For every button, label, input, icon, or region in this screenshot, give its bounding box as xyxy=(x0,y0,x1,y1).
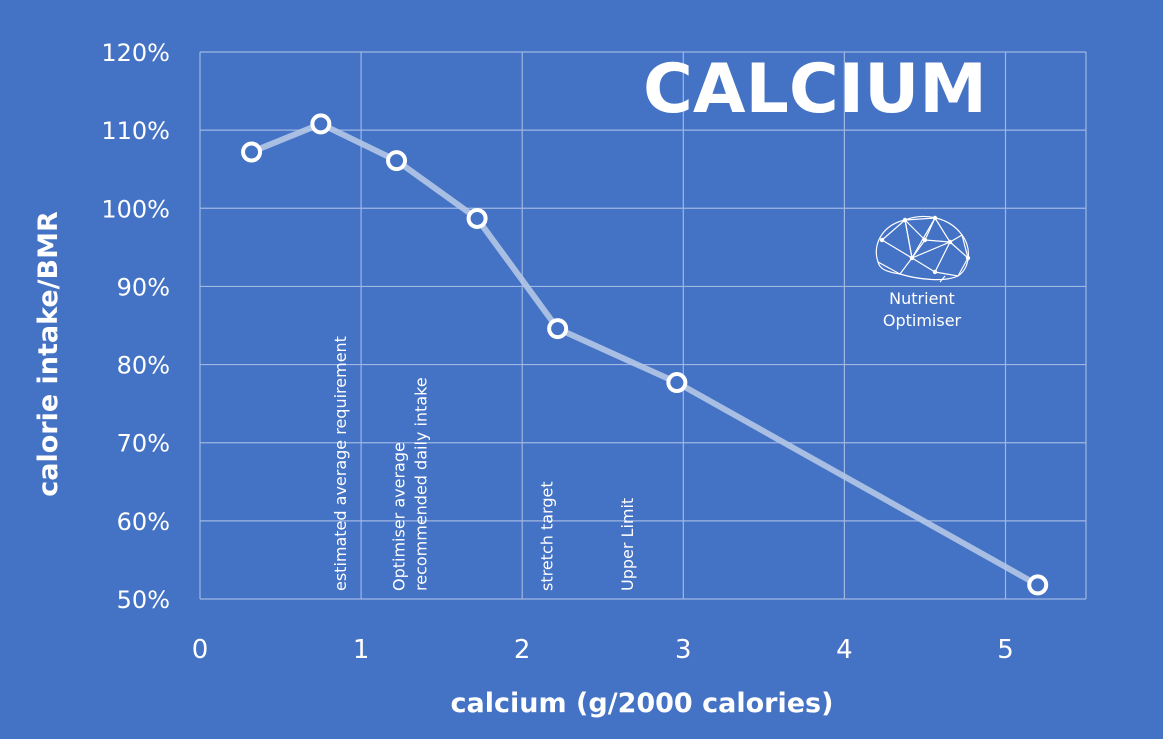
logo: Nutrient Optimiser xyxy=(875,215,971,330)
annotations: estimated average requirement Optimiser a… xyxy=(331,336,637,591)
annotation-label: Upper Limit xyxy=(618,498,637,591)
series xyxy=(241,113,1049,596)
data-point xyxy=(386,150,408,172)
chart-title: CALCIUM xyxy=(643,50,987,129)
data-point xyxy=(1027,574,1049,596)
logo-line-1: Nutrient xyxy=(889,289,955,308)
series-line xyxy=(248,120,1041,588)
annotation-label: recommended daily intake xyxy=(411,377,430,591)
logo-line-2: Optimiser xyxy=(883,311,962,330)
x-tick-label: 0 xyxy=(192,635,209,665)
y-tick-label: 100% xyxy=(101,195,170,223)
data-point xyxy=(241,141,263,163)
x-tick-label: 1 xyxy=(353,635,370,665)
y-tick-label: 80% xyxy=(117,352,170,380)
annotation-label: stretch target xyxy=(537,481,556,591)
y-tick-label: 60% xyxy=(117,508,170,536)
grid xyxy=(199,51,1087,600)
y-tick-label: 110% xyxy=(101,117,170,145)
x-tick-label: 3 xyxy=(675,635,692,665)
y-tick-label: 120% xyxy=(101,39,170,67)
y-tick-label: 70% xyxy=(117,430,170,458)
y-axis-title: calorie intake/BMR xyxy=(33,211,64,497)
y-tick-label: 90% xyxy=(117,273,170,301)
annotation-label: Optimiser average xyxy=(389,442,408,591)
x-axis-title: calcium (g/2000 calories) xyxy=(451,688,834,719)
data-point xyxy=(666,372,688,394)
x-tick-label: 4 xyxy=(836,635,853,665)
annotation-label: estimated average requirement xyxy=(331,336,350,591)
tick-labels: 50% 60% 70% 80% 90% 100% 110% 120% 0 1 2 3 4 5 xyxy=(101,39,1013,665)
x-tick-label: 2 xyxy=(514,635,531,665)
data-point xyxy=(310,113,332,135)
brain-icon xyxy=(875,215,971,283)
x-tick-label: 5 xyxy=(997,635,1014,665)
y-tick-label: 50% xyxy=(117,586,170,614)
data-point xyxy=(547,318,569,340)
data-point xyxy=(466,207,488,229)
